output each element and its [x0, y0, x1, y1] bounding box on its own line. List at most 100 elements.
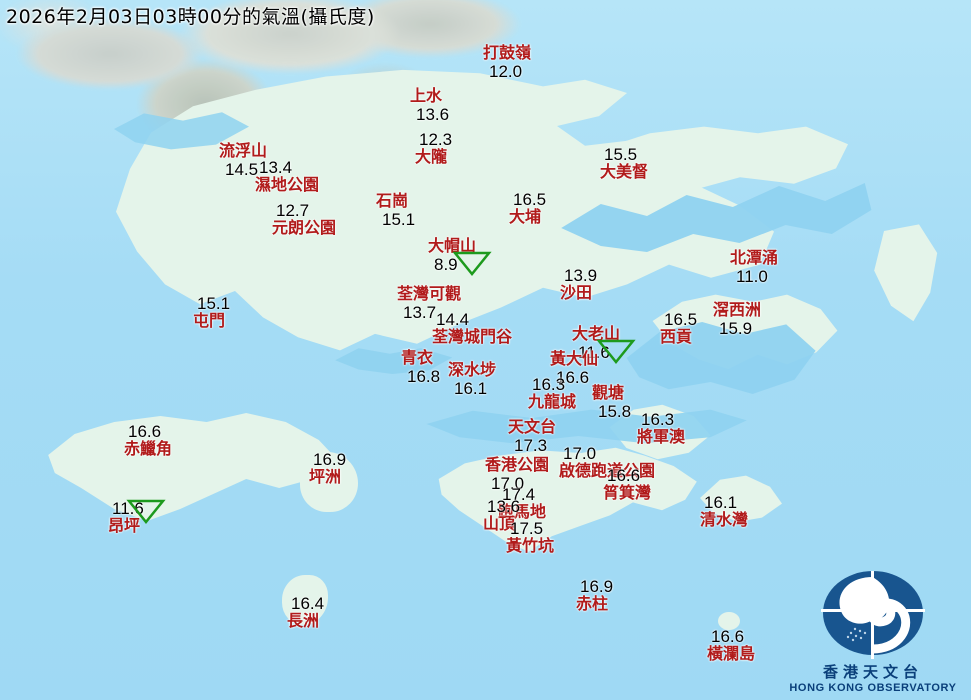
station-marker[interactable]: 13.9 沙田: [560, 267, 597, 303]
station-temperature: 11.6: [112, 499, 144, 518]
station-marker[interactable]: 16.9 坪洲: [309, 451, 346, 487]
station-name: 滘西洲: [713, 300, 762, 319]
station-marker[interactable]: 滘西洲 15.9: [713, 301, 761, 337]
station-temperature: 17.3: [514, 436, 548, 455]
station-name: 大埔: [509, 207, 542, 226]
station-temperature: 16.6: [128, 422, 162, 441]
hko-spiral-icon: [821, 571, 925, 659]
station-temperature: 16.4: [291, 594, 325, 613]
station-marker[interactable]: 14.4 荃灣城門谷: [432, 311, 512, 347]
station-marker[interactable]: 上水 13.6: [410, 87, 449, 123]
hko-logo-chinese: 香港天文台: [822, 663, 923, 681]
station-name: 大老山: [572, 324, 621, 343]
station-temperature: 16.9: [313, 450, 347, 469]
station-marker[interactable]: 13.6 山頂: [483, 498, 520, 534]
station-marker[interactable]: 13.4 濕地公園: [255, 159, 319, 195]
station-marker[interactable]: 17.0 啟德跑道公園: [559, 445, 655, 481]
station-marker[interactable]: 16.9 赤柱: [576, 578, 613, 614]
station-marker[interactable]: 11.6 昂坪: [108, 499, 166, 536]
station-name: 大美督: [600, 162, 649, 181]
station-marker[interactable]: 12.3 大隴: [415, 131, 452, 167]
station-name: 筲箕灣: [603, 483, 652, 502]
station-temperature: 14.5: [225, 160, 259, 179]
station-name: 青衣: [401, 348, 434, 367]
station-marker[interactable]: 16.4 長洲: [287, 595, 324, 631]
station-marker[interactable]: 16.5 大埔: [509, 191, 546, 227]
station-name: 九龍城: [528, 392, 577, 411]
station-name: 北潭涌: [730, 248, 779, 267]
station-marker[interactable]: 青衣 16.8: [401, 349, 440, 385]
station-name: 石崗: [376, 191, 409, 210]
station-marker[interactable]: 16.6 筲箕灣: [603, 467, 651, 503]
station-marker[interactable]: 16.6 橫瀾島: [707, 628, 755, 664]
station-marker[interactable]: 16.1 清水灣: [700, 494, 748, 530]
station-temperature: 15.5: [604, 145, 638, 164]
station-temperature: 12.3: [419, 130, 453, 149]
station-name: 大帽山: [428, 236, 477, 255]
station-marker[interactable]: 16.5 西貢: [660, 311, 697, 347]
station-temperature: 15.8: [598, 402, 632, 421]
station-name: 香港公園: [485, 455, 550, 474]
station-name: 坪洲: [309, 467, 342, 486]
station-name: 將軍澳: [637, 427, 686, 446]
station-temperature: 12.7: [276, 201, 310, 220]
station-name: 沙田: [560, 283, 593, 302]
station-marker[interactable]: 流浮山 14.5: [219, 142, 267, 178]
station-temperature: 17.5: [510, 519, 544, 538]
station-temperature: 16.8: [407, 367, 441, 386]
station-name: 屯門: [193, 311, 226, 330]
water-port-shelter: [626, 322, 816, 394]
station-marker[interactable]: 石崗 15.1: [376, 192, 415, 228]
station-marker[interactable]: 香港公園 17.0: [485, 456, 549, 492]
station-temperature: 15.1: [382, 210, 416, 229]
station-marker[interactable]: 15.5 大美督: [600, 146, 648, 182]
station-temperature: 14.4: [436, 310, 470, 329]
station-temperature: 13.6: [487, 497, 521, 516]
station-marker[interactable]: 16.3 將軍澳: [637, 411, 685, 447]
station-name: 上水: [410, 86, 443, 105]
station-temperature: 16.6: [607, 466, 641, 485]
station-marker[interactable]: 黃大仙 16.6: [550, 350, 598, 386]
station-temperature: 16.5: [664, 310, 698, 329]
station-temperature: 16.6: [556, 368, 590, 387]
station-name: 荃灣可觀: [397, 284, 462, 303]
station-temperature: 8.9: [434, 255, 458, 274]
station-temperature: 13.4: [259, 158, 293, 177]
station-marker[interactable]: 荃灣可觀 13.7: [397, 285, 461, 321]
landmass-waglan-island: [718, 612, 740, 630]
station-name: 元朗公園: [272, 218, 337, 237]
station-temperature: 11.0: [736, 267, 768, 286]
station-marker[interactable]: 打鼓嶺 12.0: [483, 44, 531, 80]
station-marker[interactable]: 大帽山 8.9: [428, 236, 492, 276]
station-marker[interactable]: 16.6 赤鱲角: [124, 423, 172, 459]
station-marker[interactable]: 16.3 九龍城: [528, 376, 576, 412]
station-name: 荃灣城門谷: [432, 327, 513, 346]
station-name: 黃大仙: [550, 349, 599, 368]
landmass-peng-chau: [300, 452, 358, 512]
station-name: 啟德跑道公園: [559, 461, 656, 480]
station-marker[interactable]: 17.4 跑馬地: [498, 486, 546, 522]
station-marker[interactable]: 12.7 元朗公園: [272, 202, 336, 238]
station-name: 山頂: [483, 514, 516, 533]
station-temperature: 16.5: [513, 190, 547, 209]
station-marker[interactable]: 北潭涌 11.0: [730, 249, 778, 285]
station-marker[interactable]: 深水埗 16.1: [448, 361, 496, 397]
station-temperature: 16.3: [532, 375, 566, 394]
station-name: 清水灣: [700, 510, 749, 529]
station-marker[interactable]: 15.1 屯門: [193, 295, 230, 331]
station-name: 觀塘: [592, 383, 625, 402]
station-temperature: 17.0: [563, 444, 597, 463]
station-marker[interactable]: 天文台 17.3: [508, 418, 556, 454]
station-temperature: 16.1: [704, 493, 738, 512]
station-temperature: 16.9: [580, 577, 614, 596]
station-name: 深水埗: [448, 360, 497, 379]
station-name: 長洲: [287, 611, 320, 630]
station-marker[interactable]: 17.5 黃竹坑: [506, 520, 554, 556]
station-temperature: 16.1: [454, 379, 488, 398]
station-temperature: 13.6: [416, 105, 450, 124]
hko-logo: 香港天文台 HONG KONG OBSERVATORY: [783, 571, 963, 694]
station-marker[interactable]: 觀塘 15.8: [592, 384, 631, 420]
station-temperature: 17.4: [502, 485, 536, 504]
station-temperature: 17.0: [491, 474, 525, 493]
